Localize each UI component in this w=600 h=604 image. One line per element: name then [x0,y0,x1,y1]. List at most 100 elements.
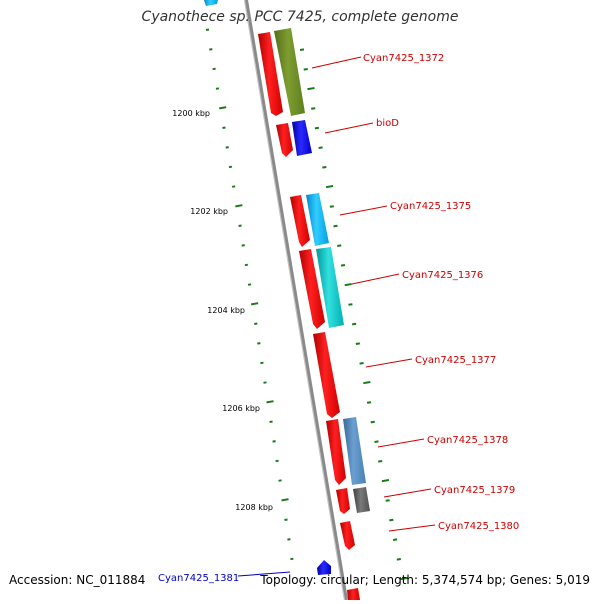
gene-label-1378[interactable]: Cyan7425_1378 [427,435,508,446]
tick-label-1202: 1202 kbp [190,207,228,216]
cds-feature-1377[interactable] [313,332,340,418]
cds-feature-1372[interactable] [258,32,283,116]
minor-tick [269,420,273,423]
major-tick [266,400,274,404]
gene-feature-1381-blue[interactable] [317,560,331,575]
cds-feature-1376[interactable] [299,249,325,329]
outer-minor-tick [348,303,353,306]
gene-feature-1378[interactable] [343,417,366,485]
outer-minor-tick [366,401,372,404]
scale-tick-labels: 1200 kbp 1202 kbp 1204 kbp 1206 kbp 1208… [172,109,273,512]
cds-feature-biod[interactable] [276,123,293,157]
cds-feature-1378[interactable] [326,419,346,485]
scale-ticks [205,28,408,581]
gene-feature-1375[interactable] [306,193,329,246]
outer-minor-tick [351,322,357,326]
gene-label-1381[interactable]: Cyan7425_1381 [158,573,239,584]
minor-tick [260,361,264,365]
outer-minor-tick [311,107,316,110]
connector-1375 [339,205,388,216]
outer-major-tick [363,381,371,385]
cds-feature-1379[interactable] [336,488,350,514]
gene-label-1377[interactable]: Cyan7425_1377 [415,355,496,366]
connector-1381 [237,571,291,577]
outer-minor-tick [337,244,342,247]
gene-feature-1372[interactable] [274,28,305,116]
minor-tick [287,538,291,541]
outer-minor-tick [329,205,334,208]
connector-1379 [383,488,432,498]
outer-major-tick [400,577,408,581]
outer-minor-tick [299,48,305,51]
outer-major-tick [381,479,390,483]
minor-tick [244,263,249,267]
gene-top-cyan[interactable] [204,0,218,6]
connector-biod [324,122,374,134]
outer-minor-tick [359,362,364,365]
genome-backbone [244,0,348,601]
minor-tick [290,557,294,561]
major-tick [219,106,227,110]
tick-label-1204: 1204 kbp [207,306,245,315]
topology-text: Topology: circular; Length: 5,374,574 bp… [260,573,590,587]
gene-label-biod[interactable]: bioD [376,118,399,129]
minor-tick [205,28,210,31]
outer-minor-tick [355,342,361,345]
outer-minor-tick [392,538,398,541]
cds-feature-1375[interactable] [290,195,310,247]
gene-track [204,0,370,575]
cds-feature-1380[interactable] [340,521,355,550]
tick-label-1200: 1200 kbp [172,109,210,118]
minor-tick [284,518,288,521]
connector-1377 [365,358,413,368]
minor-tick [212,67,216,71]
outer-minor-tick [333,224,338,228]
gene-label-1372[interactable]: Cyan7425_1372 [363,53,444,64]
outer-minor-tick [340,264,346,267]
minor-tick [272,440,276,443]
connector-1380 [388,524,436,532]
accession-text: Accession: NC_011884 [9,573,146,587]
connector-1376 [351,273,400,285]
gene-labels: Cyan7425_1372 bioD Cyan7425_1375 Cyan742… [158,53,519,584]
outer-minor-tick [314,126,320,130]
minor-tick [225,146,229,149]
outer-major-tick [325,185,334,189]
outer-minor-tick [322,166,327,169]
minor-tick [278,479,282,482]
minor-tick [238,224,242,227]
gene-feature-biod[interactable] [292,120,312,156]
cds-feature-1381[interactable] [347,588,360,600]
tick-label-1208: 1208 kbp [235,503,273,512]
gene-feature-1379[interactable] [353,487,370,513]
label-connectors [237,56,436,577]
major-tick [235,204,243,208]
gene-label-1380[interactable]: Cyan7425_1380 [438,521,519,532]
minor-tick [222,126,226,129]
minor-tick [263,381,267,384]
outer-minor-tick [396,558,401,561]
minor-tick [209,48,213,51]
outer-minor-tick [370,420,375,424]
connector-1372 [311,56,362,69]
outer-minor-tick [385,499,390,502]
minor-tick [228,165,233,169]
outer-minor-tick [318,146,323,149]
gene-label-1376[interactable]: Cyan7425_1376 [402,270,483,281]
gene-label-1375[interactable]: Cyan7425_1375 [390,201,471,212]
outer-minor-tick [374,440,379,443]
minor-tick [257,342,261,345]
tick-label-1206: 1206 kbp [222,404,260,413]
gene-feature-1376[interactable] [316,247,344,328]
genome-backbone-highlight [244,0,345,601]
genome-title: Cyanothece sp. PCC 7425, complete genome [141,9,459,25]
minor-tick [275,459,279,463]
outer-major-tick [307,87,315,91]
gene-label-1379[interactable]: Cyan7425_1379 [434,485,515,496]
major-tick [250,302,259,306]
minor-tick [254,322,258,325]
outer-major-tick [344,283,352,287]
outer-minor-tick [389,518,394,522]
